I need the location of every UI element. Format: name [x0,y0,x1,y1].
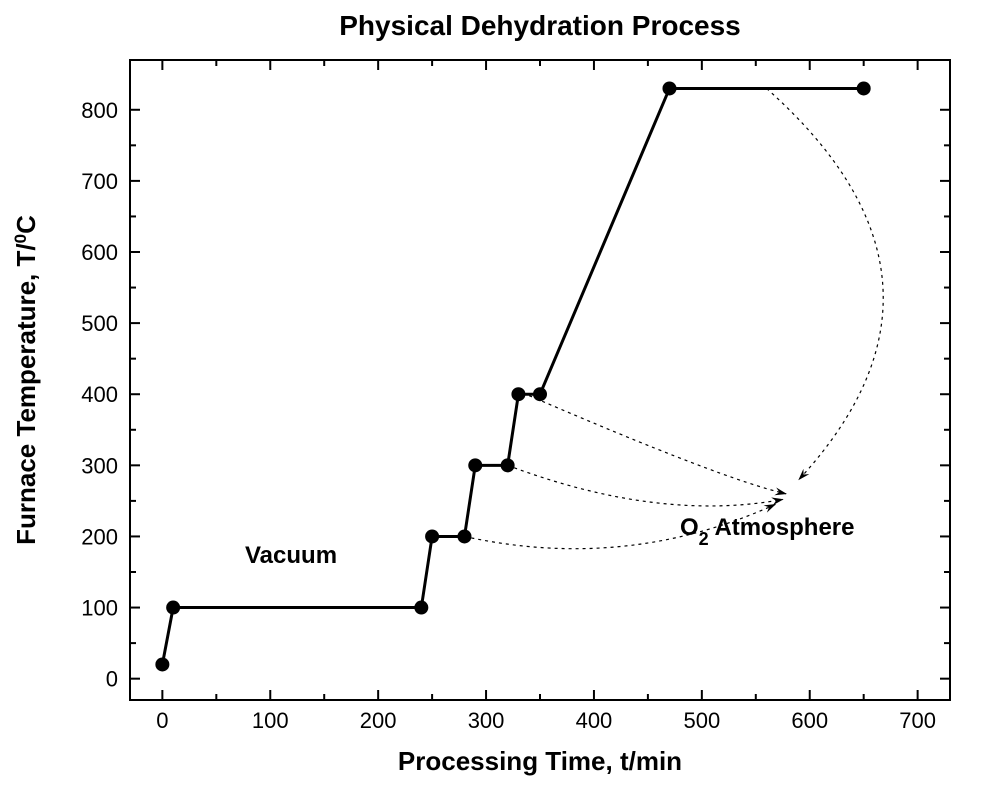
y-tick-label: 200 [81,524,118,549]
annotation-label: Vacuum [245,542,337,569]
y-tick-label: 800 [81,98,118,123]
data-point-marker [662,81,676,95]
data-point-marker [166,601,180,615]
data-point-marker [155,657,169,671]
data-point-marker [414,601,428,615]
chart-container: Physical Dehydration Process 0 100 200 300 40… [0,0,1000,805]
chart-title: Physical Dehydration Process [339,10,741,41]
y-tick-label: 300 [81,453,118,478]
data-point-marker [425,529,439,543]
data-point-marker [857,81,871,95]
x-tick-label: 100 [252,708,289,733]
y-tick-label: 0 [106,667,118,692]
data-point-marker [457,529,471,543]
data-point-marker [501,458,515,472]
y-tick-label: 500 [81,311,118,336]
data-point-marker [468,458,482,472]
y-tick-label: 600 [81,240,118,265]
x-tick-label: 500 [683,708,720,733]
x-tick-label: 400 [576,708,613,733]
x-tick-label: 700 [899,708,936,733]
x-axis-label: Processing Time, t/min [398,746,682,776]
x-tick-label: 0 [156,708,168,733]
y-tick-label: 100 [81,596,118,621]
data-point-marker [511,387,525,401]
y-axis-label: Furnace Temperature, T/0C [11,215,42,545]
x-tick-label: 600 [791,708,828,733]
x-tick-label: 200 [360,708,397,733]
y-tick-label: 400 [81,382,118,407]
data-point-marker [533,387,547,401]
y-tick-label: 700 [81,169,118,194]
chart-svg: Physical Dehydration Process 0 100 200 300 40… [0,0,1000,805]
x-tick-label: 300 [468,708,505,733]
